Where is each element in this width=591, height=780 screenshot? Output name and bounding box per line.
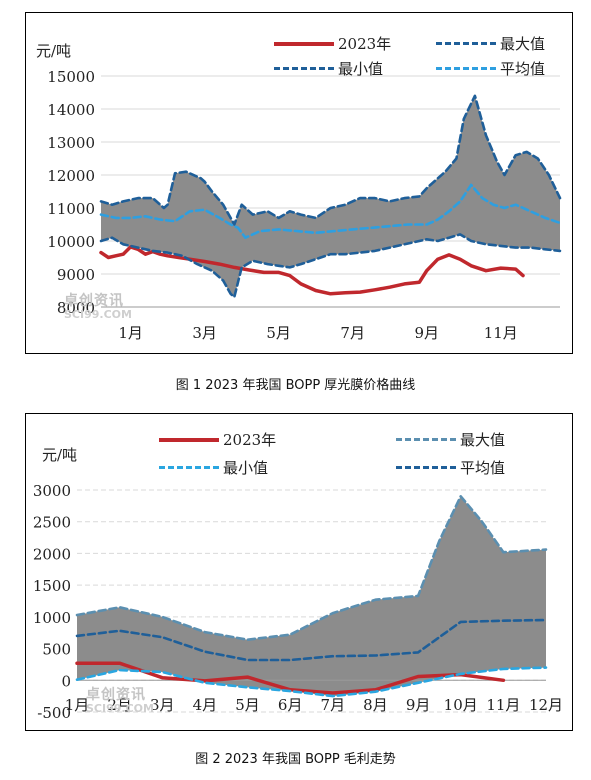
x-tick-label: 3月 (150, 696, 175, 714)
y-tick-label: 3000 (33, 482, 71, 500)
legend-label: 最大值 (460, 431, 506, 449)
figure-2-caption: 图 2 2023 年我国 BOPP 毛利走势 (195, 752, 396, 767)
y-tick-label: 2000 (33, 545, 71, 563)
legend-label: 平均值 (500, 60, 546, 78)
x-tick-label: 10月 (444, 696, 478, 714)
legend-swatch-2023 (159, 437, 219, 442)
series-line (75, 666, 548, 698)
y-tick-label: 13000 (47, 134, 95, 152)
legend-label: 最大值 (500, 35, 546, 53)
series-line (99, 183, 562, 239)
x-tick-label: 11月 (486, 696, 520, 714)
legend-swatch-min (274, 67, 334, 70)
legend-label: 2023年 (223, 431, 277, 449)
y-tick-label: 11000 (47, 200, 95, 218)
chart-2-legend-max: 最大值 (396, 429, 505, 450)
chart-1-legend-min: 最小值 (274, 58, 383, 79)
y-tick-label: 9000 (57, 266, 95, 284)
y-tick-label: 8000 (57, 299, 95, 317)
legend-label: 2023年 (338, 35, 392, 53)
x-tick-label: 7月 (340, 324, 365, 342)
y-tick-label: 14000 (47, 101, 95, 119)
chart-2-legend-2023: 2023年 (159, 429, 276, 450)
y-tick-label: 1500 (33, 577, 71, 595)
x-tick-label: 9月 (406, 696, 431, 714)
chart-2-plot: -500 0 500 1000 1500 2000 2500 3000 1月 2月 3月 4月 5月 6月… (33, 482, 563, 722)
chart-1-legend-avg: 平均值 (436, 58, 545, 79)
y-tick-label: 500 (42, 641, 71, 659)
y-tick-label: 2500 (33, 514, 71, 532)
chart-2-legend-min: 最小值 (159, 457, 268, 478)
chart-1-legend-2023: 2023年 (274, 33, 391, 54)
y-tick-label: 1000 (33, 609, 71, 627)
legend-swatch-max (396, 438, 456, 441)
y-tick-label: 0 (61, 672, 71, 690)
chart-2-legend-avg: 平均值 (396, 457, 505, 478)
watermark-cn: 卓创资讯 (86, 687, 146, 703)
chart-panel-1: 8000 9000 10000 11000 12000 13000 14000 15000 1月… (25, 12, 573, 354)
x-tick-label: 12月 (529, 696, 563, 714)
chart-1-legend-max: 最大值 (436, 33, 545, 54)
x-tick-label: 11月 (484, 324, 518, 342)
legend-swatch-2023 (274, 41, 334, 46)
watermark-en: SCI99.COM (86, 702, 154, 715)
legend-label: 最小值 (338, 60, 384, 78)
x-tick-label: 8月 (363, 696, 388, 714)
chart-2-watermark: 卓创资讯 SCI99.COM (86, 687, 154, 715)
chart-1-plot: 8000 9000 10000 11000 12000 13000 14000 15000 1月… (47, 68, 562, 342)
series-line (99, 245, 525, 296)
legend-label: 最小值 (223, 459, 269, 477)
x-tick-label: 3月 (192, 324, 217, 342)
chart-1-watermark: 卓创资讯 SCI99.COM (64, 293, 132, 321)
y-tick-label: -500 (37, 704, 71, 722)
legend-swatch-max (436, 42, 496, 45)
x-tick-label: 5月 (266, 324, 291, 342)
chart-panel-2: -500 0 500 1000 1500 2000 2500 3000 1月 2月 3月 4月 5月 6月… (25, 413, 573, 731)
series-line (99, 94, 562, 226)
series-line (99, 233, 562, 299)
y-tick-label: 15000 (47, 68, 95, 86)
legend-swatch-min (159, 466, 219, 469)
legend-label: 平均值 (460, 459, 506, 477)
range-band-area (77, 496, 546, 697)
legend-swatch-avg (396, 466, 456, 469)
watermark-en: SCI99.COM (64, 308, 132, 321)
series-line (75, 618, 548, 662)
x-tick-label: 7月 (321, 696, 346, 714)
legend-swatch-avg (436, 67, 496, 70)
figure-1-caption: 图 1 2023 年我国 BOPP 厚光膜价格曲线 (175, 378, 416, 393)
x-tick-label: 5月 (235, 696, 260, 714)
chart-2-unit-label: 元/吨 (42, 446, 78, 464)
x-tick-label: 1月 (118, 324, 143, 342)
x-tick-label: 1月 (65, 696, 90, 714)
range-band-area (101, 95, 560, 298)
y-tick-label: 12000 (47, 167, 95, 185)
x-tick-label: 6月 (278, 696, 303, 714)
watermark-cn: 卓创资讯 (64, 293, 124, 309)
x-tick-label: 2月 (107, 696, 132, 714)
x-tick-label: 9月 (414, 324, 439, 342)
y-tick-label: 10000 (47, 233, 95, 251)
x-tick-label: 4月 (193, 696, 218, 714)
series-line (75, 495, 548, 641)
chart-1-unit-label: 元/吨 (36, 42, 72, 60)
